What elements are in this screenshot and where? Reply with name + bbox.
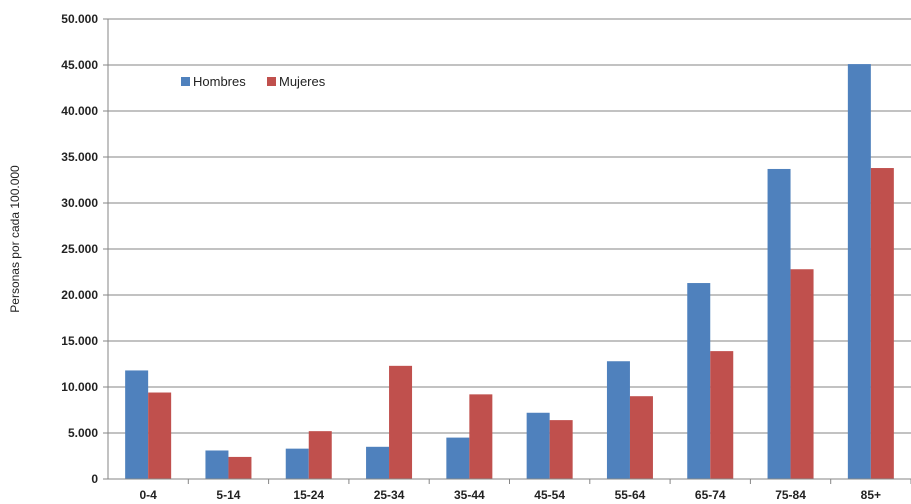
x-tick-label: 0-4 [139, 488, 157, 502]
y-tick-label: 15.000 [61, 334, 98, 348]
y-tick-label: 25.000 [61, 242, 98, 256]
bar-hombres-0-4 [125, 370, 149, 479]
bar-mujeres-45-54 [549, 420, 573, 479]
x-tick-label: 75-84 [775, 488, 806, 502]
bar-hombres-55-64 [606, 361, 630, 479]
x-tick-label: 25-34 [374, 488, 405, 502]
x-tick-labels: 0-4 5-14 15-24 25-34 35-44 45-54 55-64 65-74 75-… [139, 479, 911, 502]
legend-label-hombres: Hombres [193, 74, 246, 89]
bar-hombres-35-44 [446, 437, 470, 479]
legend-swatch-hombres [181, 77, 190, 86]
bar-hombres-85+ [847, 64, 871, 479]
bar-hombres-25-34 [366, 446, 390, 479]
y-tick-label: 10.000 [61, 380, 98, 394]
gridlines [108, 18, 911, 434]
bar-mujeres-15-24 [308, 431, 332, 479]
x-tick-label: 15-24 [293, 488, 324, 502]
y-tick-label: 40.000 [61, 104, 98, 118]
bar-mujeres-55-64 [629, 396, 653, 479]
x-tick-label: 35-44 [454, 488, 485, 502]
bar-mujeres-85+ [870, 168, 894, 480]
legend: Hombres Mujeres [181, 74, 326, 89]
x-tick-label: 85+ [861, 488, 881, 502]
legend-swatch-mujeres [267, 77, 276, 86]
x-tick-label: 55-64 [615, 488, 646, 502]
bar-mujeres-0-4 [148, 392, 172, 479]
y-tick-label: 35.000 [61, 150, 98, 164]
bar-mujeres-5-14 [228, 456, 252, 479]
bar-hombres-75-84 [767, 168, 791, 479]
bar-hombres-5-14 [205, 450, 229, 479]
bar-hombres-45-54 [526, 412, 550, 479]
x-tick-label: 5-14 [216, 488, 240, 502]
y-tick-label: 0 [91, 472, 98, 486]
bar-hombres-65-74 [687, 283, 711, 479]
y-axis-label: Personas por cada 100.000 [8, 165, 22, 313]
bar-mujeres-65-74 [710, 351, 734, 479]
y-tick-label: 50.000 [61, 12, 98, 26]
y-tick-labels: 0 5.000 10.000 15.000 20.000 25.000 30.000 35.0… [61, 12, 108, 486]
bar-hombres-15-24 [285, 448, 309, 479]
y-tick-label: 45.000 [61, 58, 98, 72]
bars-group [125, 64, 894, 480]
x-tick-label: 45-54 [534, 488, 565, 502]
y-tick-label: 20.000 [61, 288, 98, 302]
legend-label-mujeres: Mujeres [279, 74, 326, 89]
bar-mujeres-35-44 [469, 394, 493, 479]
y-tick-label: 5.000 [68, 426, 98, 440]
bar-mujeres-75-84 [790, 269, 814, 479]
x-tick-label: 65-74 [695, 488, 726, 502]
bar-mujeres-25-34 [389, 365, 413, 479]
y-tick-label: 30.000 [61, 196, 98, 210]
